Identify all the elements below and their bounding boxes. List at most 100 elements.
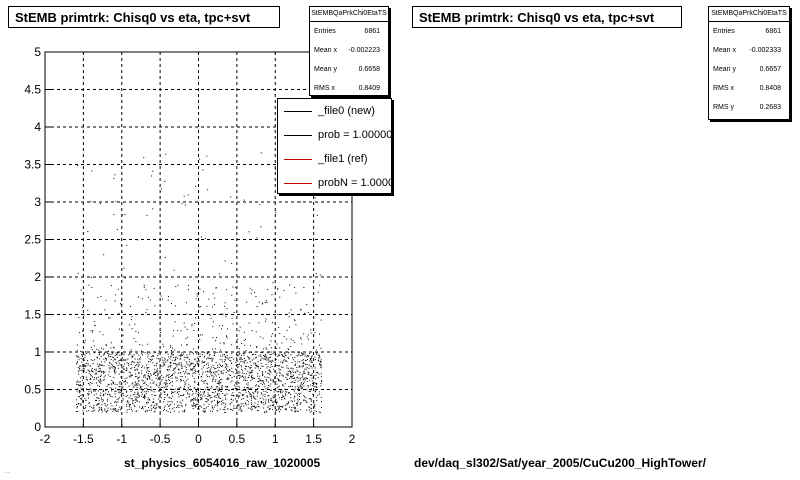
scatter-point bbox=[114, 408, 116, 410]
stats-value: 6861 bbox=[364, 28, 380, 35]
scatter-point bbox=[184, 326, 186, 328]
scatter-point bbox=[238, 366, 240, 368]
scatter-point bbox=[231, 394, 233, 396]
scatter-point bbox=[265, 357, 267, 359]
scatter-point bbox=[235, 368, 237, 370]
scatter-point bbox=[306, 356, 308, 358]
scatter-point bbox=[168, 374, 170, 376]
scatter-point bbox=[271, 401, 273, 403]
scatter-point bbox=[304, 379, 306, 381]
scatter-point bbox=[103, 390, 105, 392]
scatter-point bbox=[117, 389, 119, 391]
scatter-point bbox=[310, 407, 312, 409]
scatter-point bbox=[297, 400, 299, 402]
legend-entry: probN = 1.000000 bbox=[278, 171, 391, 193]
scatter-point bbox=[115, 387, 117, 389]
scatter-point bbox=[174, 360, 176, 362]
scatter-point bbox=[317, 377, 319, 379]
scatter-point bbox=[265, 378, 267, 380]
scatter-point bbox=[205, 407, 207, 409]
scatter-point bbox=[295, 379, 297, 381]
stats-value: -0.002223 bbox=[348, 47, 380, 54]
scatter-point bbox=[293, 397, 295, 399]
scatter-point bbox=[238, 405, 240, 407]
scatter-point bbox=[202, 393, 204, 395]
scatter-point bbox=[265, 318, 267, 320]
scatter-point bbox=[165, 387, 167, 389]
scatter-point bbox=[279, 354, 281, 356]
scatter-point bbox=[98, 349, 100, 351]
scatter-point bbox=[216, 400, 218, 402]
scatter-point bbox=[173, 368, 175, 370]
scatter-point bbox=[224, 302, 226, 304]
scatter-point bbox=[100, 379, 102, 381]
scatter-point bbox=[109, 395, 111, 397]
scatter-point bbox=[80, 357, 82, 359]
scatter-point bbox=[250, 371, 252, 373]
scatter-point bbox=[241, 394, 243, 396]
scatter-point bbox=[265, 356, 267, 358]
scatter-point bbox=[151, 390, 153, 392]
scatter-point bbox=[160, 386, 162, 388]
scatter-point bbox=[305, 368, 307, 370]
scatter-point bbox=[251, 377, 253, 379]
scatter-point bbox=[148, 358, 150, 360]
scatter-point bbox=[303, 372, 305, 374]
scatter-point bbox=[214, 352, 216, 354]
scatter-point bbox=[145, 289, 147, 291]
scatter-point bbox=[220, 403, 222, 405]
scatter-point bbox=[196, 371, 198, 373]
scatter-point bbox=[267, 387, 269, 389]
scatter-point bbox=[194, 365, 196, 367]
scatter-point bbox=[80, 289, 82, 291]
scatter-point bbox=[191, 323, 193, 325]
scatter-point bbox=[216, 287, 218, 289]
scatter-point bbox=[261, 393, 263, 395]
scatter-point bbox=[202, 373, 204, 375]
scatter-point bbox=[320, 373, 322, 375]
scatter-point bbox=[128, 408, 130, 410]
scatter-point bbox=[272, 282, 274, 284]
scatter-point bbox=[267, 381, 269, 383]
scatter-point bbox=[222, 393, 224, 395]
scatter-point bbox=[78, 356, 80, 358]
scatter-point bbox=[277, 288, 279, 290]
scatter-point bbox=[166, 374, 168, 376]
scatter-point bbox=[163, 382, 165, 384]
scatter-point bbox=[159, 317, 161, 319]
scatter-point bbox=[110, 358, 112, 360]
scatter-point bbox=[240, 409, 242, 411]
scatter-point bbox=[80, 350, 82, 352]
scatter-point bbox=[76, 407, 78, 409]
scatter-point bbox=[299, 396, 301, 398]
scatter-point bbox=[274, 366, 276, 368]
scatter-point bbox=[207, 189, 209, 191]
scatter-point bbox=[217, 402, 219, 404]
y-tick-label: 4.5 bbox=[24, 83, 41, 97]
scatter-point bbox=[306, 381, 308, 383]
scatter-point bbox=[105, 345, 107, 347]
scatter-point bbox=[238, 404, 240, 406]
scatter-point bbox=[194, 364, 196, 366]
scatter-point bbox=[261, 380, 263, 382]
scatter-point bbox=[129, 352, 131, 354]
scatter-point bbox=[207, 396, 209, 398]
scatter-point bbox=[294, 382, 296, 384]
scatter-point bbox=[170, 403, 172, 405]
stats-value: 0.8409 bbox=[358, 85, 380, 92]
scatter-point bbox=[125, 370, 127, 372]
scatter-point bbox=[257, 381, 259, 383]
scatter-point bbox=[320, 360, 322, 362]
scatter-point bbox=[299, 398, 301, 400]
scatter-point bbox=[82, 379, 84, 381]
scatter-point bbox=[78, 384, 80, 386]
scatter-point bbox=[159, 411, 161, 413]
scatter-point bbox=[265, 320, 267, 322]
scatter-point bbox=[100, 364, 102, 366]
scatter-point bbox=[294, 319, 296, 321]
scatter-point bbox=[276, 355, 278, 357]
scatter-point bbox=[99, 351, 101, 353]
scatter-point bbox=[308, 355, 310, 357]
scatter-point bbox=[258, 301, 260, 303]
scatter-point bbox=[249, 407, 251, 409]
